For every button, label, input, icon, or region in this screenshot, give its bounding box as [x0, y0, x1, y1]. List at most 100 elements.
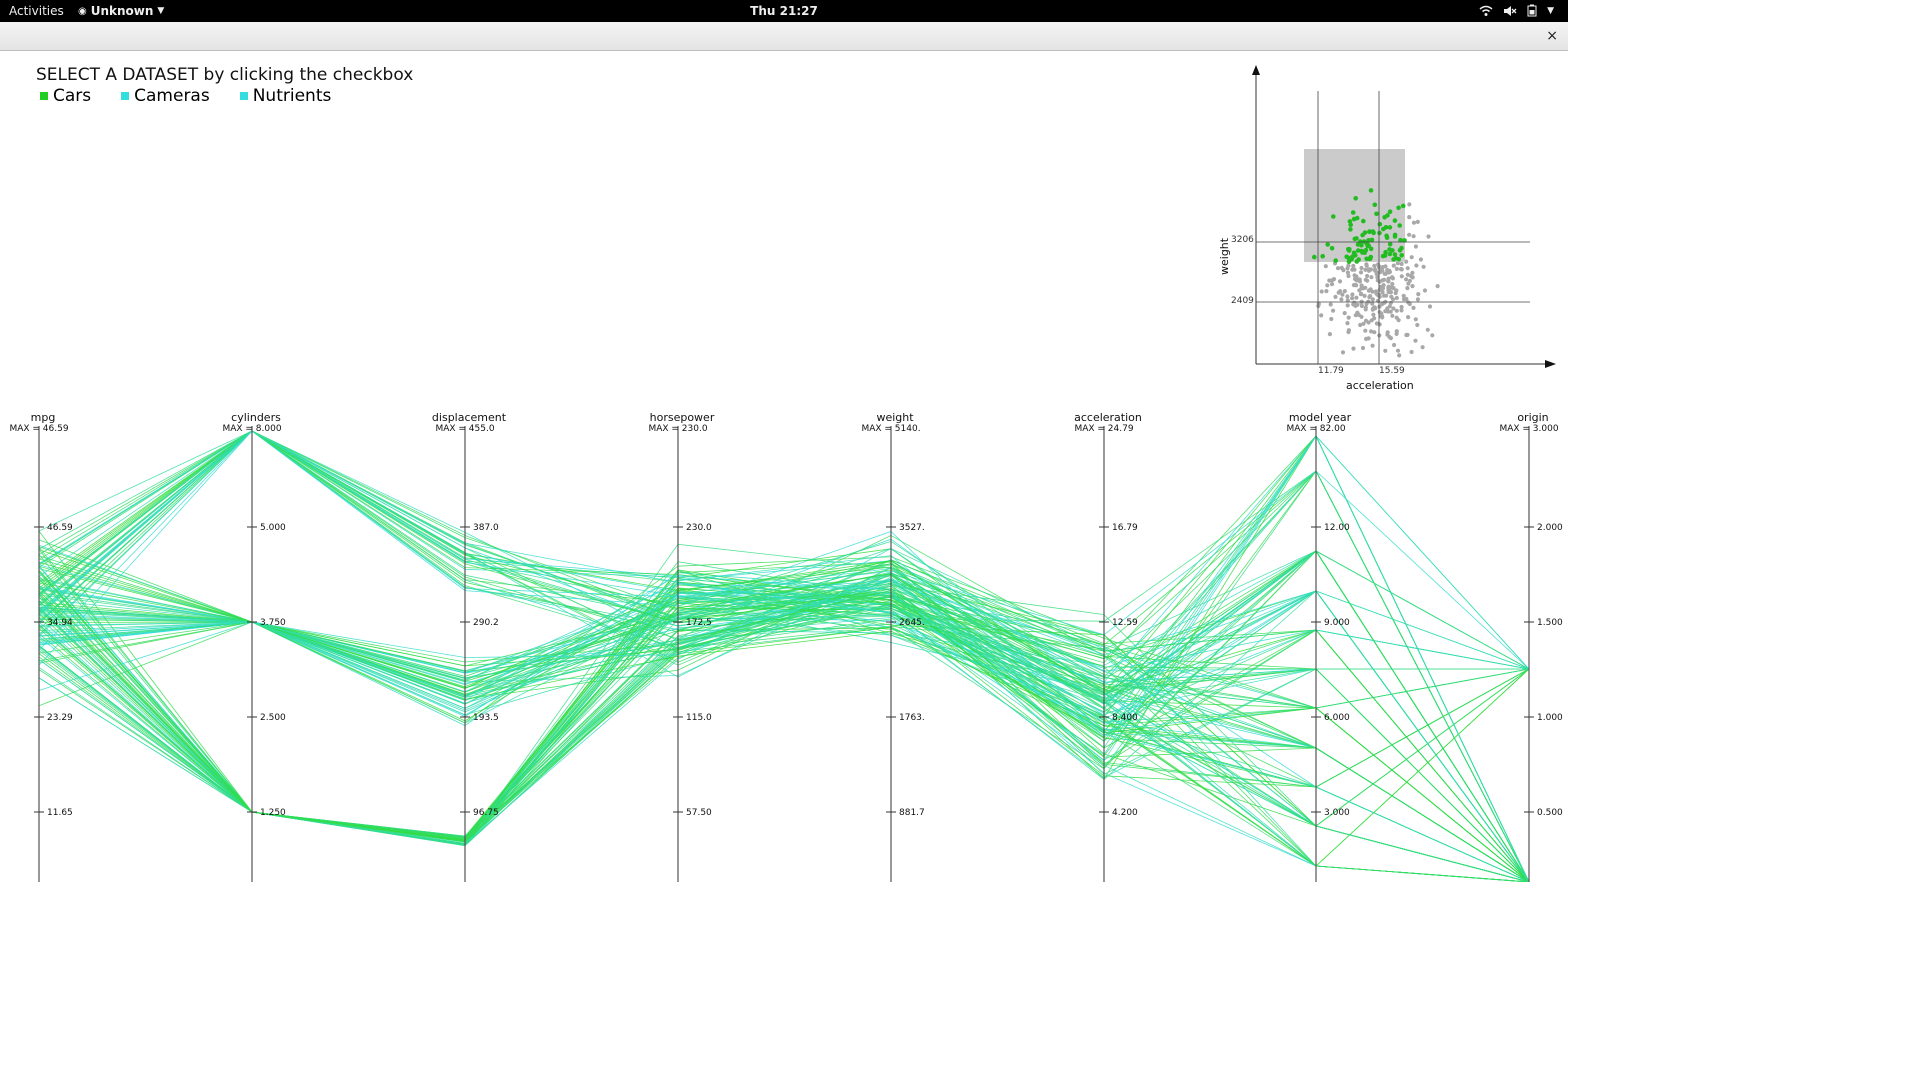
data-polyline	[38, 470, 1530, 882]
chevron-down-icon: ▼	[157, 6, 165, 16]
data-polyline	[38, 430, 1530, 882]
data-polyline	[38, 470, 1530, 882]
data-polyline	[38, 430, 1530, 827]
battery-icon	[1527, 4, 1537, 17]
axis-name: cylinders	[231, 411, 281, 424]
data-polyline	[38, 595, 1530, 882]
axis-name: weight	[876, 411, 914, 424]
app-menu[interactable]: ◉ Unknown ▼	[78, 4, 164, 18]
axis-tick-label: 881.7	[899, 808, 925, 818]
axis-max-label: MAX = 8.000	[222, 424, 281, 434]
dataset-checkbox-cars[interactable]: Cars	[40, 86, 91, 106]
axis-name: displacement	[432, 411, 507, 424]
chevron-down-icon: ▼	[1547, 5, 1554, 16]
axis-tick-label: 46.59	[47, 523, 73, 533]
data-polyline	[38, 590, 1530, 882]
axis-tick-label: 3.750	[260, 618, 286, 628]
data-polyline	[38, 590, 1530, 882]
axis-tick-label: 11.65	[47, 808, 73, 818]
checkbox-icon[interactable]	[121, 92, 130, 100]
data-polyline	[38, 430, 1530, 882]
axis-tick-label: 2.000	[1537, 523, 1563, 533]
axis-max-label: MAX = 455.0	[435, 424, 494, 434]
axis-tick-label: 172.5	[686, 618, 712, 628]
axis-tick-label: 96.75	[473, 808, 499, 818]
data-polyline	[38, 574, 1530, 672]
data-polyline	[38, 591, 1530, 882]
axis-name: mpg	[31, 411, 56, 424]
data-polyline	[38, 430, 1530, 882]
checkbox-icon[interactable]	[40, 92, 48, 100]
dataset-label-cameras: Cameras	[134, 86, 210, 106]
visualization-app: SELECT A DATASET by clicking the checkbo…	[0, 51, 1568, 882]
data-polyline	[38, 626, 1530, 882]
data-polyline	[38, 572, 1530, 882]
axis-max-label: MAX = 46.59	[9, 424, 68, 434]
close-button[interactable]: ×	[1546, 28, 1558, 44]
axis-tick-label: 3527.	[899, 523, 925, 533]
axis-tick-label: 3.000	[1324, 808, 1350, 818]
data-polyline	[38, 573, 1530, 882]
axis-tick-label: 34.94	[47, 618, 73, 628]
data-polyline	[38, 435, 1530, 882]
axis-max-label: MAX = 3.000	[1499, 424, 1558, 434]
dataset-checkbox-cameras[interactable]: Cameras	[121, 86, 210, 106]
axis-tick-label: 6.000	[1324, 713, 1350, 723]
data-polyline	[38, 435, 1530, 882]
axis-tick-label: 2645.	[899, 618, 925, 628]
data-polyline	[38, 430, 1530, 882]
app-icon: ◉	[78, 5, 87, 17]
data-polyline	[38, 587, 1530, 867]
axis-tick-label: 12.59	[1112, 618, 1138, 628]
axis-tick-label: 5.000	[260, 523, 286, 533]
data-polyline	[38, 430, 1530, 882]
axis-name: model year	[1289, 411, 1352, 424]
axis-tick-label: 23.29	[47, 713, 73, 723]
data-polyline	[38, 560, 1530, 882]
app-menu-label: Unknown	[90, 4, 154, 18]
window-titlebar[interactable]: ×	[0, 22, 1568, 51]
axis-tick-label: 1.000	[1537, 713, 1563, 723]
axis-tick-label: 9.000	[1324, 618, 1350, 628]
axis-tick-label: 290.2	[473, 618, 499, 628]
wifi-icon	[1479, 5, 1493, 17]
system-tray[interactable]: ▼	[1479, 4, 1554, 17]
data-polyline	[38, 430, 1530, 742]
clock[interactable]: Thu 21:27	[750, 4, 818, 18]
axis-max-label: MAX = 230.0	[648, 424, 707, 434]
axis-tick-label: 12.00	[1324, 523, 1350, 533]
data-polyline	[38, 539, 1530, 882]
checkbox-icon[interactable]	[239, 92, 248, 100]
data-polyline	[38, 579, 1530, 882]
axis-tick-label: 16.79	[1112, 523, 1138, 533]
top-bar: Activities ◉ Unknown ▼ Thu 21:27 ▼	[0, 0, 1568, 22]
data-polyline	[38, 430, 1530, 827]
axis-name: acceleration	[1074, 411, 1142, 424]
dataset-label-cars: Cars	[53, 86, 92, 106]
axis-max-label: MAX = 24.79	[1074, 424, 1133, 434]
data-polyline	[38, 583, 1530, 882]
instructions-text: SELECT A DATASET by clicking the checkbo…	[36, 65, 414, 85]
axis-tick-label: 1.250	[260, 808, 286, 818]
data-polyline	[38, 430, 1529, 678]
axis-tick-label: 115.0	[686, 713, 712, 723]
dataset-selector: Cars Cameras Nutrients	[40, 86, 361, 106]
axis-tick-label: 230.0	[686, 523, 712, 533]
dataset-checkbox-nutrients[interactable]: Nutrients	[239, 86, 332, 106]
dataset-label-nutrients: Nutrients	[252, 86, 332, 106]
axis-tick-label: 0.500	[1537, 808, 1563, 818]
axis-name: origin	[1517, 411, 1548, 424]
axis-tick-label: 193.5	[473, 713, 499, 723]
axis-tick-label: 2.500	[260, 713, 286, 723]
activities-button[interactable]: Activities	[9, 4, 64, 18]
